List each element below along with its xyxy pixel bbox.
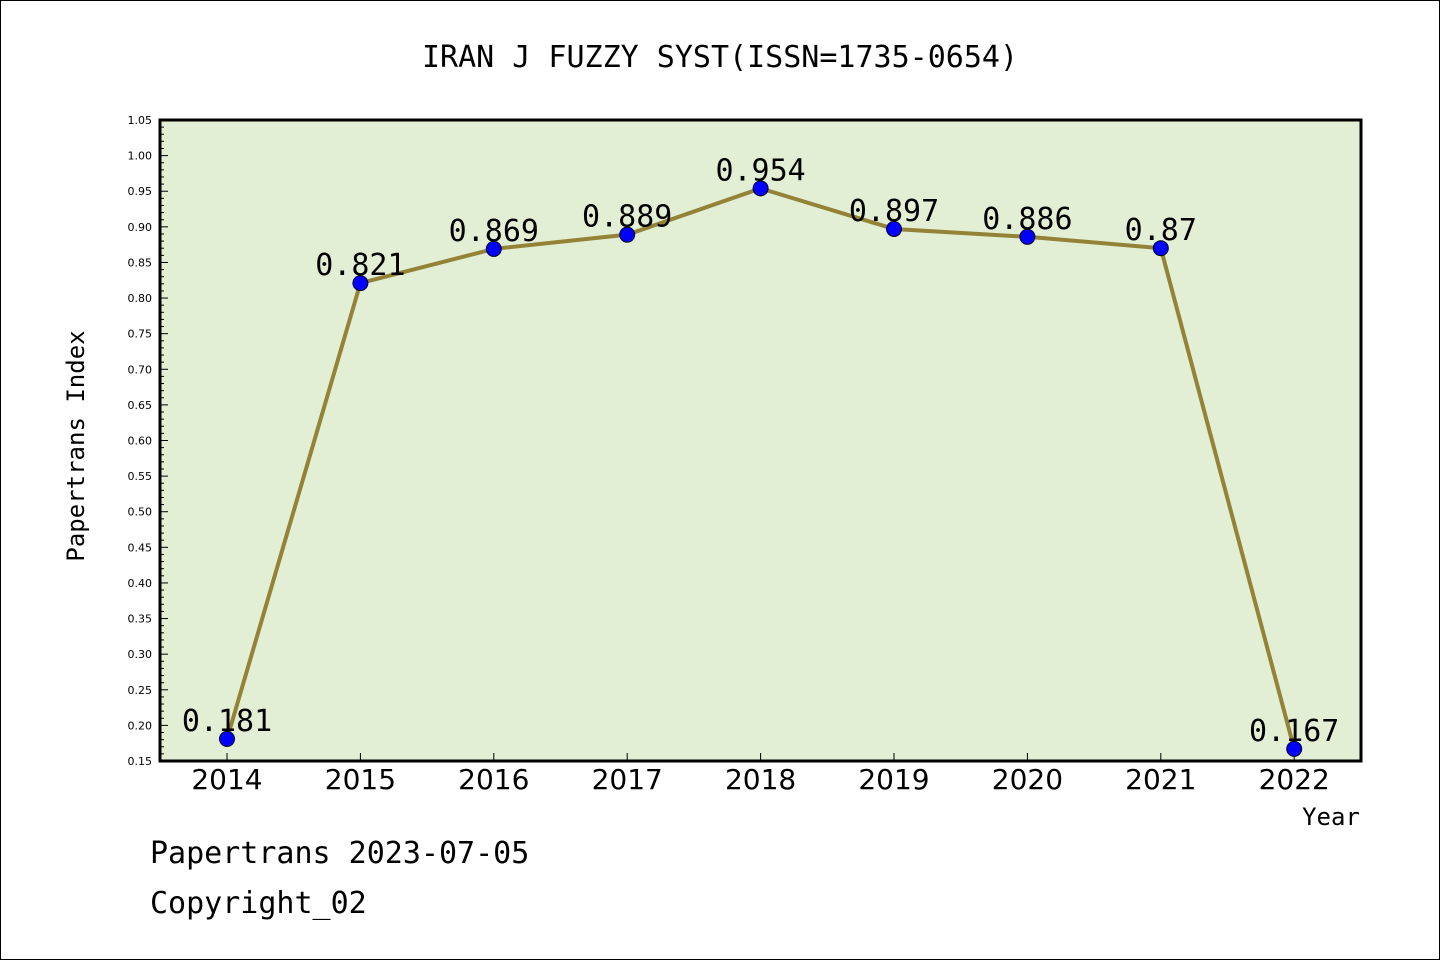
data-label: 0.897 [849, 194, 939, 229]
x-tick-label: 2021 [1125, 763, 1196, 796]
data-label: 0.886 [982, 202, 1072, 237]
data-point [485, 240, 502, 257]
y-tick-label: 0.65 [128, 399, 153, 412]
y-axis: 0.15 0.20 0.25 0.30 0.35 0.40 0.45 0.50 0.55 0.60… [128, 114, 168, 768]
y-tick-label: 0.55 [128, 470, 153, 483]
y-tick-label: 0.15 [128, 755, 153, 768]
data-label: 0.87 [1125, 213, 1197, 248]
y-tick-label: 1.05 [128, 114, 153, 127]
footer-date: Papertrans 2023-07-05 [150, 836, 530, 871]
x-tick-label: 2017 [592, 763, 663, 796]
data-point [1019, 228, 1036, 245]
data-point [619, 226, 636, 243]
data-label: 0.167 [1249, 714, 1339, 749]
y-tick-label: 1.00 [128, 150, 153, 163]
chart-title: IRAN J FUZZY SYST(ISSN=1735-0654) [422, 40, 1018, 75]
y-tick-label: 0.25 [128, 684, 153, 697]
y-tick-label: 0.40 [128, 577, 153, 590]
data-label: 0.889 [582, 200, 672, 235]
series-markers [219, 180, 1303, 757]
data-label: 0.821 [315, 248, 405, 283]
data-point [752, 180, 769, 197]
y-tick-label: 0.85 [128, 256, 153, 269]
x-tick-label: 2018 [725, 763, 796, 796]
data-label: 0.869 [449, 214, 539, 249]
y-tick-label: 0.35 [128, 613, 153, 626]
data-label: 0.954 [715, 153, 805, 188]
x-tick-label: 2014 [191, 763, 262, 796]
x-tick-label: 2015 [325, 763, 396, 796]
x-axis-label: Year [1302, 803, 1360, 831]
y-tick-label: 0.90 [128, 221, 153, 234]
x-tick-label: 2022 [1259, 763, 1330, 796]
y-tick-label: 0.80 [128, 292, 153, 305]
plot-area [160, 120, 1361, 761]
x-tick-label: 2019 [858, 763, 929, 796]
y-axis-label: Papertrans Index [62, 330, 90, 561]
y-tick-label: 0.50 [128, 506, 153, 519]
plot-border [158, 118, 1363, 763]
data-point [352, 275, 369, 292]
data-labels: 0.181 0.821 0.869 0.889 0.954 0.897 0.886 0.87 0… [182, 153, 1340, 749]
y-tick-label: 0.75 [128, 328, 153, 341]
y-tick-label: 0.20 [128, 719, 153, 732]
footer-copyright: Copyright_02 [150, 886, 367, 921]
y-tick-label: 0.30 [128, 648, 153, 661]
data-point [1152, 240, 1169, 257]
x-tick-label: 2020 [992, 763, 1063, 796]
y-tick-label: 0.70 [128, 363, 153, 376]
data-point [219, 730, 235, 747]
data-point [886, 220, 902, 237]
y-tick-label: 0.95 [128, 185, 153, 198]
y-tick-label: 0.45 [128, 541, 153, 554]
x-tick-label: 2016 [458, 763, 529, 796]
data-label: 0.181 [182, 704, 272, 739]
x-axis: 2014 2015 2016 2017 2018 2019 2020 2021 2022 [191, 753, 1330, 796]
y-tick-label: 0.60 [128, 435, 153, 448]
data-point [1286, 740, 1303, 757]
